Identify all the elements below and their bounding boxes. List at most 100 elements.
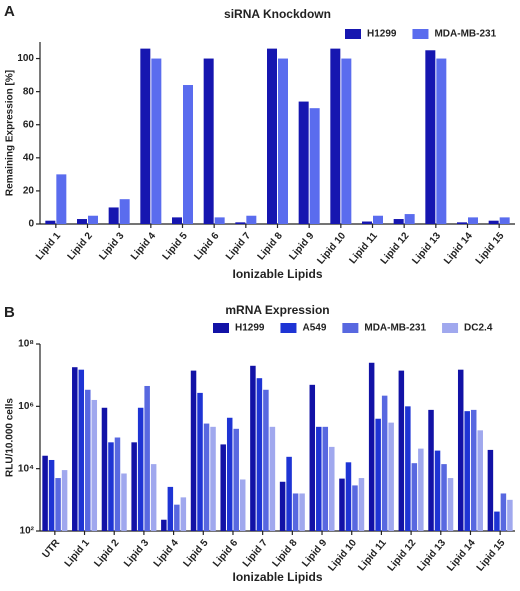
bar — [330, 48, 341, 225]
bar — [494, 511, 500, 531]
bar — [167, 486, 174, 531]
bar — [468, 217, 478, 224]
bar — [398, 370, 405, 531]
bar — [393, 219, 404, 224]
bar — [411, 463, 418, 531]
bar — [345, 462, 352, 531]
bar — [286, 456, 292, 531]
bar — [339, 478, 345, 531]
bar — [121, 473, 127, 531]
bar — [457, 369, 464, 531]
legend-label: DC2.4 — [464, 323, 493, 334]
y-tick-label: 80 — [23, 86, 35, 97]
legend-label: A549 — [302, 323, 326, 334]
bar — [500, 493, 507, 531]
bar — [78, 369, 85, 531]
x-tick-label: UTR — [41, 537, 63, 560]
bar — [101, 407, 108, 531]
bar — [226, 417, 233, 531]
x-tick-label: Lipid 6 — [211, 537, 240, 569]
bar — [457, 222, 467, 224]
bar — [362, 221, 372, 224]
bar — [77, 219, 87, 224]
y-tick-label: 10⁸ — [18, 339, 34, 350]
bar — [119, 199, 130, 224]
bar — [197, 392, 203, 531]
bar — [447, 478, 454, 531]
bar — [269, 426, 276, 531]
bar — [368, 362, 375, 531]
bar — [108, 442, 114, 531]
bar — [45, 220, 56, 224]
y-tick-label: 60 — [23, 119, 35, 130]
legend-label: MDA-MB-231 — [364, 323, 426, 334]
bar — [352, 485, 358, 531]
bar — [292, 493, 299, 531]
bar — [114, 437, 121, 531]
bar — [404, 214, 415, 224]
x-tick-label: Lipid 3 — [97, 230, 126, 262]
legend-swatch — [345, 29, 361, 39]
x-tick-label: Lipid 7 — [224, 230, 253, 262]
x-tick-label: Lipid 2 — [66, 230, 95, 262]
bar — [375, 418, 381, 531]
x-tick-label: Lipid 15 — [475, 537, 508, 573]
bar — [405, 406, 411, 531]
bar — [441, 464, 447, 531]
bar — [267, 48, 277, 225]
panel-label: A — [4, 3, 15, 20]
y-axis-title: Remaining Expression [%] — [5, 70, 16, 196]
x-tick-label: Lipid 1 — [63, 537, 92, 569]
x-tick-label: Lipid 4 — [129, 230, 158, 262]
bar — [144, 385, 150, 531]
bar — [137, 407, 144, 531]
bar — [299, 493, 305, 531]
x-axis-title: Ionizable Lipids — [232, 570, 322, 584]
x-tick-label: Lipid 2 — [92, 537, 121, 569]
bar — [85, 389, 91, 531]
bar — [108, 207, 119, 224]
bar — [246, 215, 257, 224]
bar — [55, 478, 61, 531]
bar — [183, 85, 193, 224]
y-tick-label: 40 — [23, 152, 35, 163]
x-tick-label: Lipid 1 — [34, 230, 63, 262]
bar — [322, 426, 329, 531]
x-tick-label: Lipid 14 — [445, 537, 478, 573]
bar — [250, 365, 256, 531]
bar — [233, 428, 239, 531]
bar — [464, 411, 470, 531]
bar — [434, 450, 441, 531]
x-tick-label: Lipid 6 — [192, 230, 221, 262]
bar — [151, 58, 162, 224]
bar — [428, 409, 434, 531]
legend-swatch — [412, 29, 429, 39]
x-tick-label: Lipid 9 — [287, 230, 316, 262]
bar — [279, 481, 286, 531]
legend-swatch — [442, 323, 459, 333]
bar — [418, 448, 424, 531]
x-tick-label: Lipid 4 — [152, 537, 181, 569]
bar — [161, 519, 167, 531]
legend-swatch — [342, 323, 359, 333]
bar — [358, 478, 365, 531]
bar — [61, 470, 68, 531]
bar — [329, 446, 335, 531]
chart-title: mRNA Expression — [225, 303, 329, 317]
bar — [172, 217, 182, 224]
legend-label: MDA-MB-231 — [434, 29, 496, 40]
x-tick-label: Lipid 8 — [256, 230, 285, 262]
x-tick-label: Lipid 12 — [379, 230, 412, 266]
x-tick-label: Lipid 5 — [181, 537, 210, 569]
x-tick-label: Lipid 15 — [474, 230, 507, 266]
bar — [499, 217, 510, 224]
bar — [477, 430, 483, 531]
bar — [180, 497, 187, 531]
x-tick-label: Lipid 13 — [410, 230, 443, 266]
bar — [263, 389, 269, 531]
y-axis-title: RLU/10.000 cells — [5, 398, 16, 477]
bar — [298, 101, 309, 224]
x-tick-label: Lipid 13 — [415, 537, 448, 573]
y-tick-label: 0 — [28, 219, 34, 230]
